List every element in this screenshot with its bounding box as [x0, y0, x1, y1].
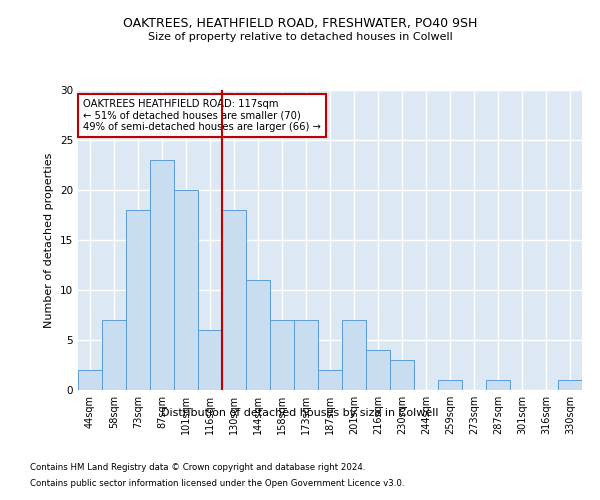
- Bar: [390, 360, 414, 390]
- Bar: [222, 210, 246, 390]
- Text: Contains public sector information licensed under the Open Government Licence v3: Contains public sector information licen…: [30, 478, 404, 488]
- Bar: [342, 320, 366, 390]
- Bar: [246, 280, 270, 390]
- Bar: [486, 380, 510, 390]
- Bar: [270, 320, 294, 390]
- Bar: [150, 160, 174, 390]
- Text: OAKTREES HEATHFIELD ROAD: 117sqm
← 51% of detached houses are smaller (70)
49% o: OAKTREES HEATHFIELD ROAD: 117sqm ← 51% o…: [83, 99, 321, 132]
- Bar: [198, 330, 222, 390]
- Bar: [318, 370, 342, 390]
- Y-axis label: Number of detached properties: Number of detached properties: [44, 152, 55, 328]
- Text: OAKTREES, HEATHFIELD ROAD, FRESHWATER, PO40 9SH: OAKTREES, HEATHFIELD ROAD, FRESHWATER, P…: [123, 18, 477, 30]
- Bar: [126, 210, 150, 390]
- Bar: [294, 320, 318, 390]
- Bar: [78, 370, 102, 390]
- Bar: [558, 380, 582, 390]
- Bar: [102, 320, 126, 390]
- Text: Distribution of detached houses by size in Colwell: Distribution of detached houses by size …: [161, 408, 439, 418]
- Bar: [438, 380, 462, 390]
- Bar: [366, 350, 390, 390]
- Text: Contains HM Land Registry data © Crown copyright and database right 2024.: Contains HM Land Registry data © Crown c…: [30, 464, 365, 472]
- Bar: [174, 190, 198, 390]
- Text: Size of property relative to detached houses in Colwell: Size of property relative to detached ho…: [148, 32, 452, 42]
